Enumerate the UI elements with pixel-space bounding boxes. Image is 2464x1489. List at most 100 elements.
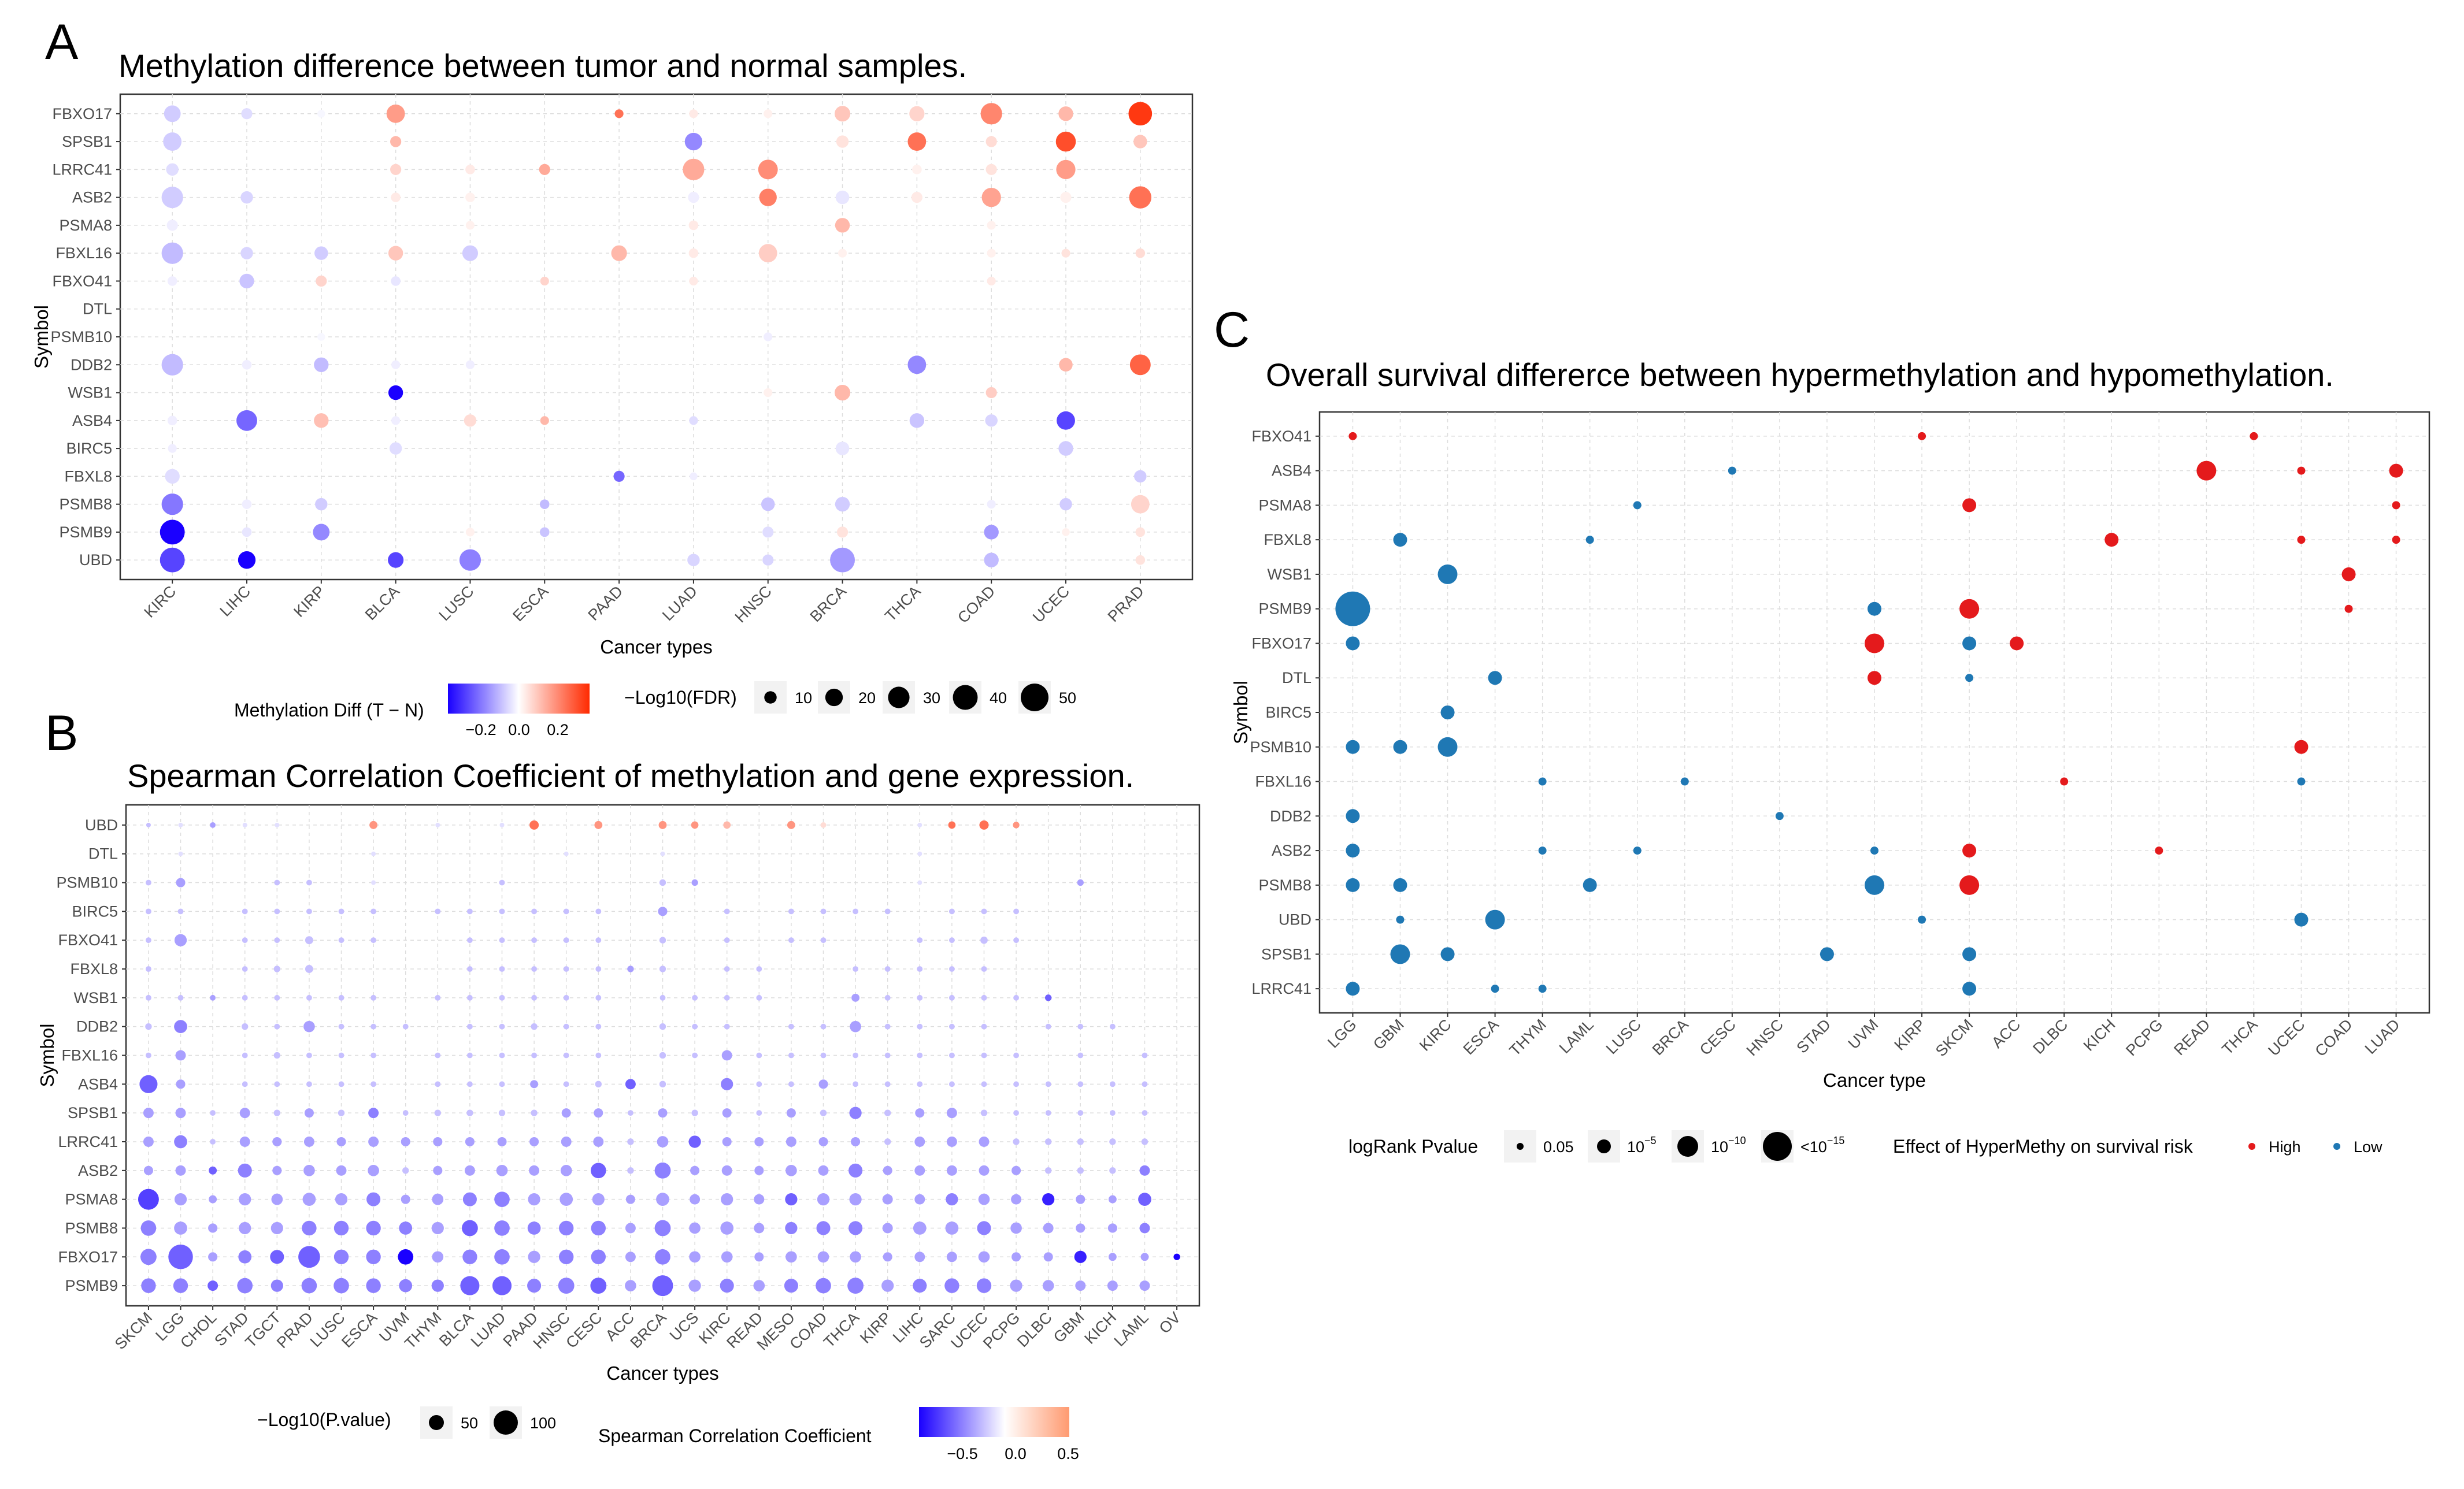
panel-a-point [317, 110, 325, 118]
panel-b-point [435, 1052, 441, 1059]
panel-b-point [1042, 1280, 1054, 1291]
panel-b-y-tick-label: PSMB9 [65, 1277, 118, 1294]
panel-b-point [531, 1109, 538, 1116]
legend-b-tick: −0.5 [947, 1445, 977, 1462]
panel-b-point [979, 1137, 990, 1147]
panel-a-point [835, 441, 850, 455]
panel-b-point [303, 1020, 315, 1033]
panel-b-y-tick-label: PSMA8 [65, 1191, 118, 1208]
panel-c-y-tick-label: FBXL16 [1255, 773, 1311, 790]
panel-b-point [884, 908, 891, 915]
panel-b-point [625, 1194, 635, 1204]
panel-b-point [978, 1193, 990, 1205]
panel-b-point [298, 1246, 320, 1268]
panel-a-point [835, 496, 850, 512]
panel-b-point [847, 1278, 864, 1294]
panel-a-point [1133, 135, 1147, 148]
legend-c-size-label: <10−15 [1800, 1135, 1844, 1156]
panel-b-point [788, 937, 794, 944]
panel-b-point [145, 966, 151, 972]
panel-c-point [1538, 846, 1547, 855]
panel-b-legend: −Log10(P.value) 50 100 Spearman Correlati… [257, 1406, 1079, 1462]
panel-b-point [432, 1193, 444, 1205]
panel-b-point [724, 937, 730, 944]
panel-c-point [1488, 671, 1502, 685]
panel-b-point [691, 1109, 698, 1116]
panel-c-point [1962, 844, 1977, 858]
panel-b-point [595, 966, 602, 972]
panel-b-point [432, 1251, 444, 1263]
panel-b-point [174, 1135, 187, 1149]
panel-b-point [528, 1193, 540, 1206]
panel-b-point [466, 937, 473, 944]
panel-b-point [431, 1221, 444, 1235]
panel-b-point [724, 1023, 730, 1030]
panel-c-point [1437, 564, 1458, 584]
panel-b-point [274, 994, 280, 1001]
panel-c-point [2294, 912, 2309, 927]
legend-a-size-label: 10 [795, 689, 812, 707]
panel-c-point [1775, 812, 1784, 820]
panel-a-point [909, 413, 925, 428]
panel-b-point [595, 994, 602, 1001]
panel-c-point [1346, 982, 1360, 996]
panel-b-point [208, 1280, 218, 1291]
panel-b-point [238, 1250, 252, 1264]
panel-b-point [435, 908, 441, 915]
panel-b-point [722, 1137, 732, 1147]
panel-c-x-tick-label: KIRC [1416, 1016, 1455, 1054]
panel-b-point [946, 1108, 957, 1119]
panel-b-point [946, 1137, 957, 1147]
panel-a-x-tick-label: BRCA [807, 582, 850, 625]
panel-b-point [627, 966, 634, 972]
panel-b-point [368, 1164, 379, 1176]
panel-b-point [914, 1194, 925, 1205]
panel-b-point [210, 994, 216, 1001]
panel-b-point [657, 1136, 669, 1148]
panel-b-point [692, 1023, 698, 1030]
panel-c-x-tick-label: THYM [1506, 1016, 1550, 1059]
legend-b-color-title: Spearman Correlation Coefficient [598, 1425, 872, 1446]
panel-b-y-tick-label: FBXL16 [61, 1047, 118, 1064]
panel-a-point [236, 410, 257, 431]
legend-b-size-circle [494, 1410, 518, 1435]
panel-c-point [2010, 636, 2024, 651]
panel-c-point [1962, 498, 1977, 513]
panel-a-y-tick-label: DDB2 [71, 356, 112, 373]
panel-a-y-tick-label: PSMB9 [59, 523, 112, 541]
panel-a-point [985, 414, 998, 427]
panel-a-point [1135, 248, 1146, 258]
panel-a-point [166, 220, 178, 231]
panel-b-point [1013, 994, 1020, 1001]
panel-b-point [499, 908, 505, 915]
panel-b-point [1139, 1223, 1150, 1234]
panel-b-point [561, 1108, 571, 1118]
panel-c-x-tick-label: LUAD [2362, 1016, 2403, 1057]
panel-a-point [1058, 441, 1073, 456]
panel-a-point [985, 164, 997, 175]
panel-b-point [242, 1052, 248, 1059]
panel-b-x-tick-label: THCA [820, 1309, 862, 1351]
panel-b-point [370, 937, 377, 944]
panel-b-point [305, 965, 313, 973]
panel-b-point [563, 1052, 569, 1059]
panel-c-point [1918, 432, 1926, 440]
panel-b-point [820, 822, 827, 828]
panel-c-point [1346, 844, 1360, 858]
panel-b-point [338, 1109, 345, 1116]
panel-b-point [850, 1251, 861, 1263]
panel-c-point [1485, 909, 1505, 930]
panel-b-point [754, 1194, 765, 1205]
panel-b-point [948, 821, 956, 829]
panel-b-point [1042, 1193, 1055, 1206]
panel-a-point [985, 136, 997, 147]
panel-b-point [688, 1279, 701, 1292]
panel-b-y-tick-label: SPSB1 [68, 1104, 118, 1122]
panel-b-y-tick-label: FBXO17 [58, 1248, 118, 1265]
panel-b-point [1077, 1052, 1084, 1059]
panel-b-point [754, 1165, 764, 1175]
panel-b-point [272, 1137, 282, 1147]
panel-b-point [466, 1052, 473, 1059]
panel-a-point [987, 500, 996, 509]
legend-c-size-label: 0.05 [1543, 1138, 1574, 1156]
